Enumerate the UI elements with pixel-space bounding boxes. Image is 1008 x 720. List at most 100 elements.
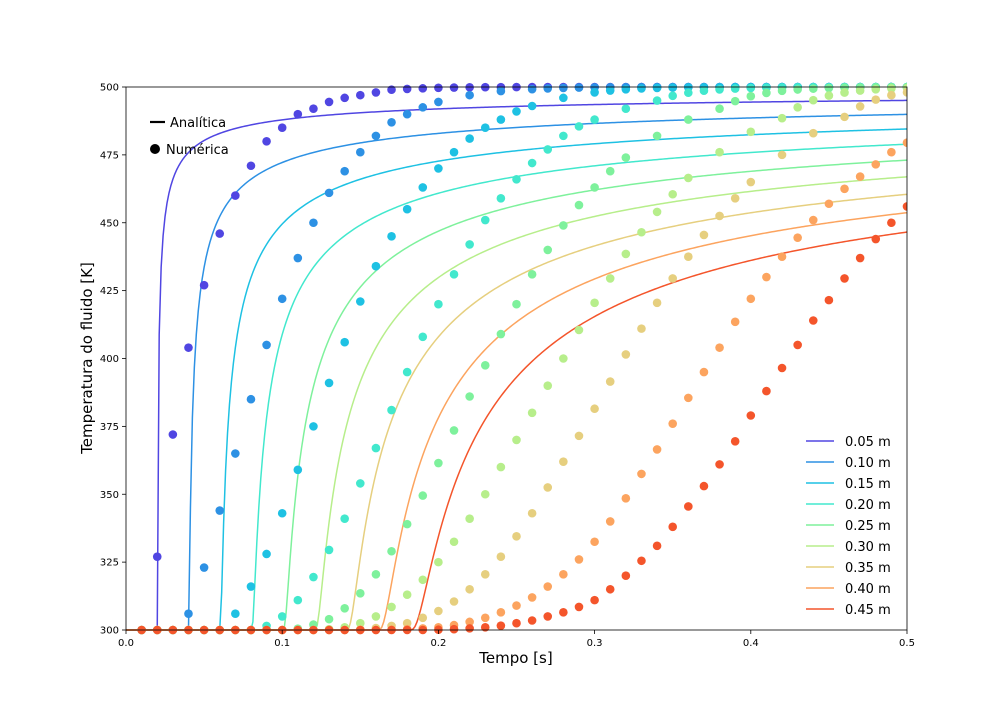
- y-axis-label: Temperatura do fluido [K]: [78, 262, 96, 455]
- data-point: [449, 147, 459, 157]
- data-point: [434, 606, 443, 616]
- data-point: [777, 150, 787, 160]
- data-point: [590, 88, 599, 97]
- data-point: [324, 188, 334, 198]
- analytic-line-2: [126, 128, 907, 631]
- data-point: [652, 541, 662, 551]
- y-tick-label: 375: [100, 422, 119, 433]
- data-point: [293, 465, 303, 475]
- data-point: [559, 83, 568, 93]
- data-point: [605, 377, 615, 386]
- data-point: [434, 164, 443, 173]
- data-point: [527, 270, 537, 279]
- y-tick-label: 300: [100, 626, 119, 637]
- data-point: [449, 624, 459, 634]
- data-point: [309, 422, 318, 431]
- data-point: [668, 83, 677, 92]
- data-point: [387, 232, 396, 241]
- data-point: [527, 84, 537, 94]
- data-point: [465, 90, 474, 100]
- data-point: [840, 88, 849, 97]
- data-point: [496, 462, 506, 472]
- data-point: [652, 298, 662, 308]
- data-point: [418, 613, 428, 623]
- data-point: [621, 104, 631, 114]
- data-point: [543, 582, 553, 591]
- data-point: [574, 325, 584, 335]
- data-point: [480, 613, 490, 623]
- data-point: [824, 295, 834, 305]
- data-point: [402, 84, 412, 94]
- data-point: [793, 85, 802, 94]
- data-point: [777, 113, 787, 123]
- data-point: [746, 177, 756, 187]
- y-tick-label: 475: [100, 150, 119, 161]
- data-point: [496, 194, 506, 203]
- data-point: [605, 166, 615, 176]
- data-point: [418, 84, 428, 93]
- data-point: [418, 332, 428, 342]
- data-point: [684, 393, 693, 403]
- x-tick-label: 0.5: [899, 638, 915, 649]
- legend-entry-label: 0.45 m: [845, 603, 891, 618]
- data-point: [559, 570, 568, 579]
- data-point: [855, 102, 865, 111]
- data-point: [231, 191, 240, 200]
- data-point: [496, 552, 506, 561]
- data-point: [746, 294, 756, 304]
- x-tick-label: 0.0: [118, 638, 134, 649]
- data-point: [793, 102, 802, 112]
- data-point: [574, 122, 584, 131]
- data-point: [574, 83, 584, 92]
- data-point: [293, 595, 303, 605]
- data-point: [246, 161, 256, 171]
- legend-numeric-label: Numérica: [166, 143, 229, 158]
- data-point: [527, 101, 537, 111]
- data-point: [730, 96, 740, 106]
- data-point: [637, 324, 646, 333]
- legend-entry-label: 0.10 m: [845, 456, 891, 471]
- data-point: [808, 84, 818, 93]
- data-point: [652, 445, 662, 454]
- data-point: [543, 84, 553, 93]
- data-point: [793, 340, 802, 350]
- data-point: [590, 298, 599, 308]
- data-point: [480, 489, 490, 499]
- analytic-line-0: [126, 99, 907, 631]
- data-point: [356, 297, 365, 306]
- data-point: [371, 88, 381, 97]
- data-point: [808, 316, 818, 325]
- data-point: [668, 274, 677, 283]
- data-point: [527, 508, 537, 518]
- data-point: [402, 519, 412, 529]
- data-point: [684, 115, 693, 124]
- data-point: [324, 97, 334, 107]
- data-point: [402, 618, 412, 628]
- data-point: [730, 437, 740, 446]
- data-point: [340, 166, 349, 176]
- data-point: [184, 343, 193, 352]
- data-point: [808, 215, 818, 225]
- data-point: [762, 386, 771, 396]
- data-point: [902, 202, 907, 211]
- data-point: [449, 83, 459, 92]
- data-point: [621, 350, 631, 359]
- data-point: [480, 123, 490, 133]
- data-point: [855, 172, 865, 181]
- data-point: [246, 394, 256, 404]
- data-point: [465, 514, 474, 523]
- data-point: [371, 443, 381, 453]
- data-point: [512, 175, 521, 184]
- y-tick-label: 325: [100, 558, 119, 569]
- data-point: [449, 597, 459, 606]
- data-point: [543, 245, 553, 255]
- legend-entry-label: 0.15 m: [845, 477, 891, 492]
- data-point: [512, 618, 521, 628]
- data-point: [621, 249, 631, 259]
- data-point: [340, 337, 349, 347]
- data-point: [574, 555, 584, 564]
- data-point: [277, 508, 287, 518]
- data-point: [684, 502, 693, 511]
- y-tick-label: 500: [100, 83, 119, 94]
